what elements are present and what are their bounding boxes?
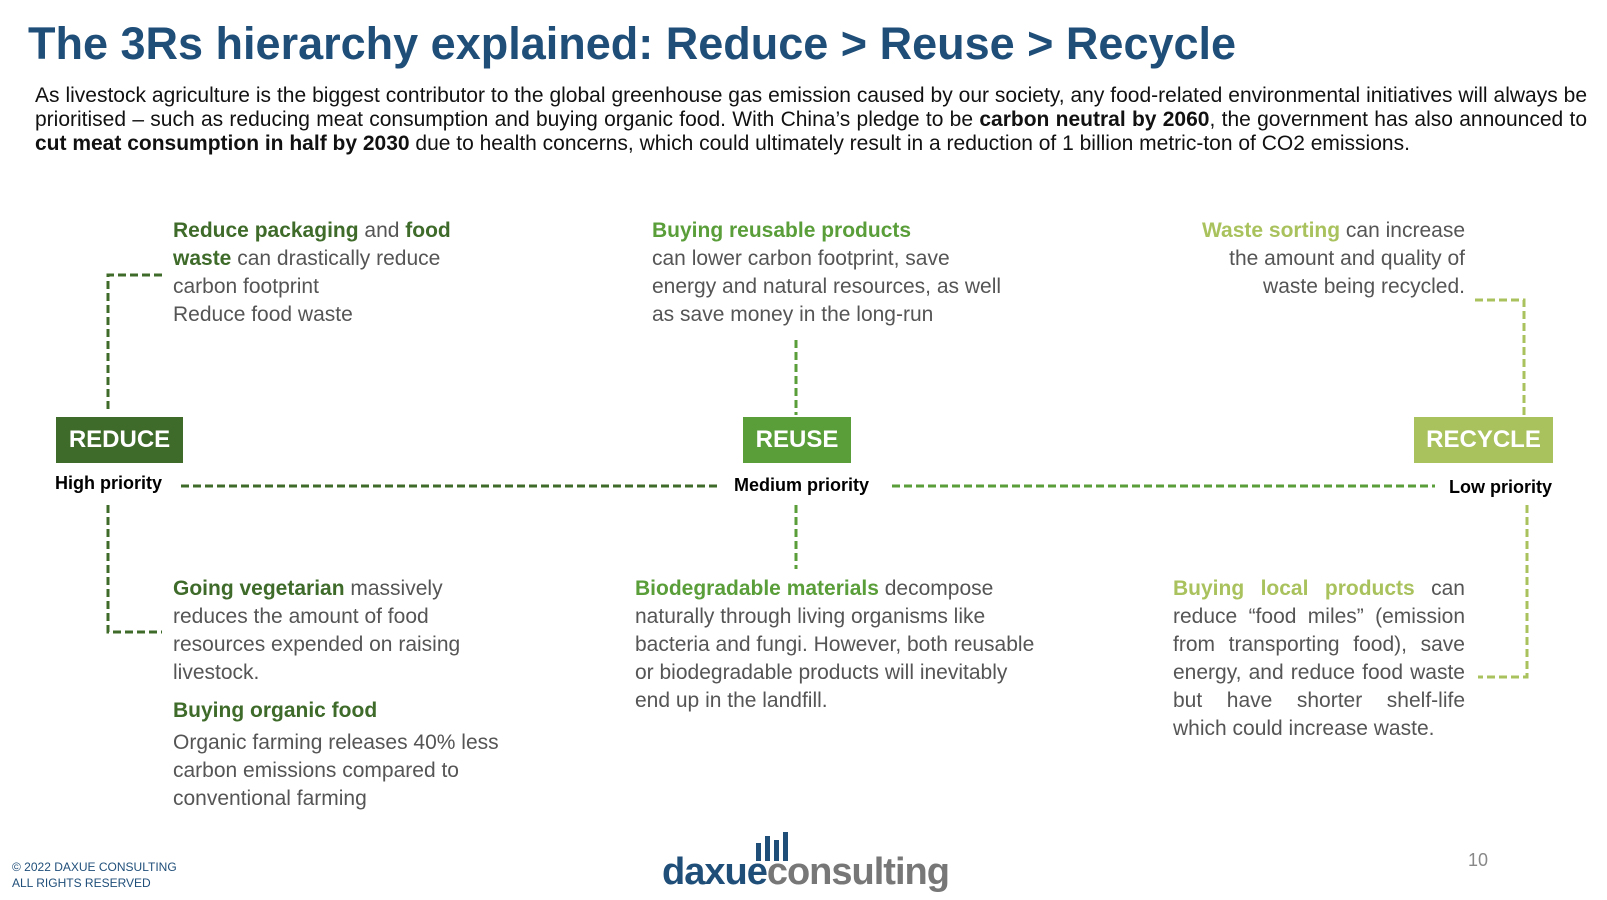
text: can lower carbon footprint, save energy … bbox=[652, 247, 1002, 326]
copyright: © 2022 DAXUE CONSULTING ALL RIGHTS RESERV… bbox=[12, 859, 177, 891]
title: The 3Rs hierarchy explained: Reduce > Re… bbox=[28, 18, 1237, 69]
logo: daxueconsulting bbox=[662, 851, 950, 893]
connector bbox=[106, 273, 162, 412]
logo-text: consulting bbox=[766, 851, 950, 893]
priority: Low priority bbox=[1449, 477, 1552, 497]
text: massively reduces the amount of food res… bbox=[173, 577, 461, 684]
logo-bar bbox=[756, 843, 761, 861]
page-number: 10 bbox=[1468, 850, 1489, 870]
logo-bar bbox=[765, 836, 770, 861]
reuse-top: Buying reusable products can lower carbon… bbox=[652, 217, 1012, 329]
connector bbox=[1478, 505, 1529, 679]
intro-bold: cut meat consumption in half by 2030 bbox=[35, 132, 410, 155]
intro-bold: carbon neutral by 2060 bbox=[979, 108, 1210, 131]
stage-label: REDUCE bbox=[56, 417, 183, 463]
heading: Buying local products bbox=[1173, 577, 1415, 600]
copyright-line: ALL RIGHTS RESERVED bbox=[12, 876, 151, 890]
heading: Biodegradable materials bbox=[635, 577, 879, 600]
intro-text: , the government has also announced to bbox=[1209, 108, 1587, 131]
stage-label: RECYCLE bbox=[1414, 417, 1553, 463]
logo-icon bbox=[756, 832, 788, 861]
intro-text: As livestock agriculture is the biggest … bbox=[35, 84, 1587, 131]
text: and bbox=[358, 219, 406, 242]
connector bbox=[106, 505, 162, 634]
text: can increase the amount and quality of w… bbox=[1229, 219, 1465, 298]
text: Organic farming releases 40% less carbon… bbox=[173, 731, 499, 810]
heading: Buying organic food bbox=[173, 699, 378, 722]
recycle-top: Waste sorting can increase the amount an… bbox=[1185, 217, 1465, 301]
intro-text: due to health concerns, which could ulti… bbox=[409, 132, 1410, 155]
text: can reduce “food miles” (emission from t… bbox=[1173, 577, 1465, 740]
text: can drastically reduce carbon footprint bbox=[173, 247, 441, 298]
reuse-bottom: Biodegradable materials decompose natura… bbox=[635, 575, 1035, 715]
intro: As livestock agriculture is the biggest … bbox=[35, 84, 1587, 156]
heading: Buying reusable products bbox=[652, 219, 912, 242]
priority: High priority bbox=[55, 473, 162, 493]
priority: Medium priority bbox=[734, 475, 870, 495]
stage-label: REUSE bbox=[743, 417, 851, 463]
copyright-line: © 2022 DAXUE CONSULTING bbox=[12, 860, 177, 874]
text: decompose naturally through living organ… bbox=[635, 577, 1035, 712]
heading: Reduce packaging bbox=[173, 219, 359, 242]
reduce-top: Reduce packaging and food waste can dras… bbox=[173, 217, 453, 329]
logo-text: daxue bbox=[662, 851, 768, 893]
recycle-bottom: Buying local products can reduce “food m… bbox=[1173, 575, 1465, 743]
logo-bar bbox=[774, 840, 779, 861]
heading: Going vegetarian bbox=[173, 577, 345, 600]
logo-bar bbox=[783, 832, 788, 861]
reduce-bottom: Going vegetarian massively reduces the a… bbox=[173, 575, 503, 813]
heading: Waste sorting bbox=[1202, 219, 1341, 242]
text: Reduce food waste bbox=[173, 303, 353, 326]
heading: food waste bbox=[173, 219, 451, 270]
connector bbox=[1475, 298, 1526, 416]
